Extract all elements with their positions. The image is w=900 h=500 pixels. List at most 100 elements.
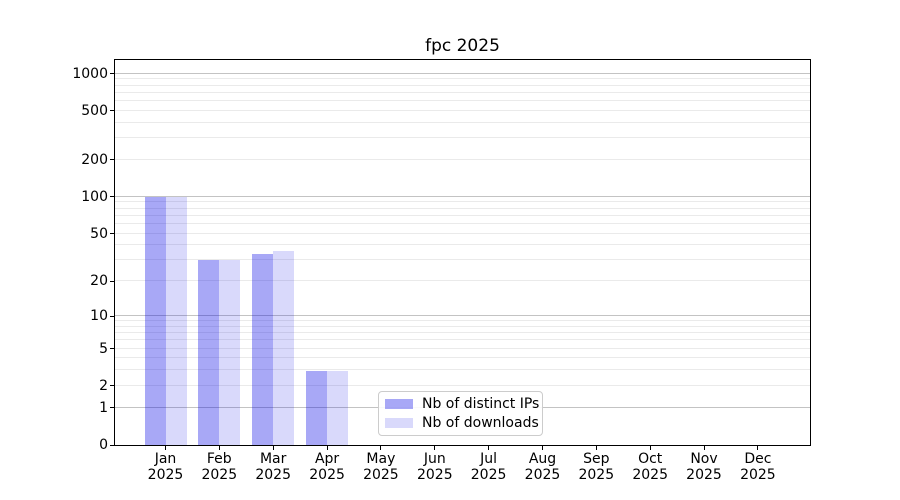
- major-gridline: [115, 195, 810, 197]
- bar-mar-distinct-ips: [252, 253, 274, 445]
- y-tick-mark: [110, 315, 114, 317]
- y-tick-mark: [110, 110, 114, 112]
- minor-gridline: [115, 78, 810, 80]
- x-tick-year: 2025: [578, 466, 615, 483]
- x-tick-year: 2025: [740, 466, 776, 483]
- minor-gridline: [115, 369, 810, 371]
- y-tick-mark: [110, 196, 114, 198]
- x-tick-month: Nov: [690, 451, 718, 467]
- x-tick-label-aug: Aug 2025: [513, 451, 573, 483]
- legend-swatch-downloads: [385, 418, 413, 428]
- minor-gridline: [115, 99, 810, 101]
- minor-gridline: [115, 137, 810, 139]
- y-tick-mark: [110, 280, 114, 282]
- x-tick-month: Apr: [314, 451, 340, 467]
- bar-apr-downloads: [327, 370, 349, 445]
- y-tick-label: 10: [90, 308, 108, 325]
- x-tick-label-apr: Apr 2025: [297, 451, 357, 483]
- x-tick-mark: [542, 446, 543, 450]
- bar-jan-distinct-ips: [144, 196, 166, 445]
- minor-gridline: [115, 332, 810, 334]
- legend-label-distinct-ips: Nb of distinct IPs: [422, 396, 540, 412]
- y-tick-label: 200: [81, 151, 108, 168]
- minor-gridline: [115, 158, 810, 160]
- x-tick-label-may: May 2025: [351, 451, 411, 483]
- x-tick-mark: [218, 446, 220, 450]
- x-tick-label-feb: Feb 2025: [189, 451, 249, 483]
- x-tick-month: Jun: [423, 451, 446, 467]
- minor-gridline: [115, 244, 810, 246]
- bar-apr-distinct-ips: [306, 370, 328, 445]
- x-tick-label-jul: Jul 2025: [459, 451, 519, 483]
- x-tick-label-nov: Nov 2025: [674, 451, 734, 483]
- x-tick-mark: [649, 446, 651, 450]
- y-tick-label: 500: [81, 102, 108, 119]
- x-tick-label-oct: Oct 2025: [620, 451, 680, 483]
- x-tick-month: Mar: [259, 451, 287, 467]
- y-tick-label: 100: [81, 188, 108, 205]
- x-tick-label-jan: Jan 2025: [136, 451, 196, 483]
- x-tick-month: Feb: [206, 451, 232, 467]
- x-tick-label-mar: Mar 2025: [243, 451, 303, 483]
- x-tick-month: Oct: [638, 451, 663, 467]
- y-tick-mark: [110, 159, 114, 161]
- minor-gridline: [115, 207, 810, 209]
- x-tick-year: 2025: [201, 466, 238, 483]
- minor-gridline: [115, 325, 810, 327]
- x-tick-year: 2025: [686, 466, 722, 483]
- legend: Nb of distinct IPs Nb of downloads: [378, 391, 543, 436]
- y-tick-label: 2: [99, 377, 108, 394]
- x-tick-year: 2025: [416, 466, 453, 483]
- x-tick-month: Jul: [480, 451, 498, 467]
- minor-gridline: [115, 357, 810, 359]
- x-tick-mark: [488, 446, 490, 450]
- x-tick-mark: [703, 446, 705, 450]
- minor-gridline: [115, 347, 810, 349]
- plot-area: [114, 59, 811, 446]
- x-tick-mark: [380, 446, 382, 450]
- x-tick-label-sep: Sep 2025: [566, 451, 626, 483]
- minor-gridline: [115, 280, 810, 282]
- minor-gridline: [115, 121, 810, 123]
- minor-gridline: [115, 109, 810, 111]
- minor-gridline: [115, 214, 810, 216]
- y-tick-mark: [110, 444, 114, 446]
- x-tick-label-dec: Dec 2025: [728, 451, 788, 483]
- y-tick-label: 0: [99, 437, 108, 453]
- major-gridline: [115, 315, 810, 317]
- x-tick-year: 2025: [363, 466, 399, 483]
- bar-feb-downloads: [219, 260, 241, 445]
- chart-title: fpc 2025: [425, 36, 500, 56]
- y-tick-label: 5: [99, 340, 108, 357]
- x-tick-mark: [757, 446, 759, 450]
- y-tick-mark: [110, 407, 114, 409]
- x-tick-mark: [434, 446, 436, 450]
- y-tick-label: 1000: [72, 65, 108, 82]
- minor-gridline: [115, 259, 810, 261]
- x-tick-month: May: [366, 451, 396, 467]
- minor-gridline: [115, 320, 810, 322]
- y-tick-mark: [110, 233, 114, 235]
- minor-gridline: [115, 339, 810, 341]
- legend-label-downloads: Nb of downloads: [422, 415, 539, 431]
- x-tick-mark: [326, 446, 328, 450]
- y-tick-mark: [110, 385, 114, 387]
- y-tick-mark: [110, 73, 114, 74]
- bar-feb-distinct-ips: [198, 260, 220, 445]
- x-tick-mark: [165, 446, 166, 450]
- x-tick-mark: [272, 446, 274, 450]
- x-tick-year: 2025: [524, 466, 561, 483]
- y-tick-label: 1: [99, 399, 108, 416]
- major-gridline: [115, 72, 810, 74]
- x-tick-year: 2025: [147, 466, 184, 483]
- x-tick-year: 2025: [632, 466, 668, 483]
- minor-gridline: [115, 384, 810, 386]
- bar-mar-downloads: [273, 250, 295, 445]
- x-tick-month: Dec: [744, 451, 772, 467]
- x-tick-month: Aug: [528, 451, 557, 467]
- y-tick-label: 20: [90, 273, 108, 290]
- bar-jan-downloads: [165, 196, 187, 445]
- x-tick-mark: [595, 446, 597, 450]
- x-tick-year: 2025: [309, 466, 345, 483]
